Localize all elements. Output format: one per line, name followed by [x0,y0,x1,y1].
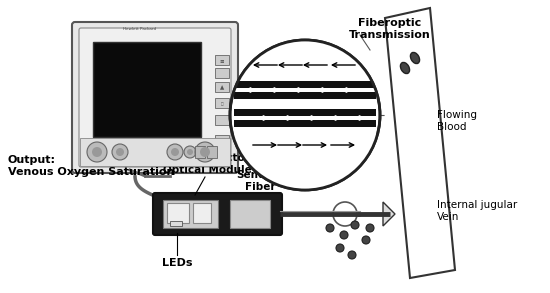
Polygon shape [383,202,395,226]
Circle shape [171,148,179,156]
Bar [234,116,376,120]
Bar [234,109,376,127]
Bar [163,200,218,228]
FancyArrowPatch shape [341,116,364,120]
Text: LEDs: LEDs [162,258,192,268]
FancyArrowPatch shape [318,88,341,92]
Circle shape [340,231,348,239]
FancyArrowPatch shape [303,143,326,147]
Circle shape [187,149,193,155]
FancyArrowPatch shape [342,88,365,92]
Ellipse shape [410,52,420,64]
Text: ≡: ≡ [219,59,224,64]
Bar [234,105,376,111]
FancyArrowPatch shape [293,116,316,120]
Bar [215,152,229,162]
Bar [215,68,229,78]
FancyBboxPatch shape [79,28,231,167]
FancyArrowPatch shape [278,143,301,147]
Bar [234,81,376,99]
Bar [93,42,201,137]
Circle shape [167,144,183,160]
FancyBboxPatch shape [153,193,282,235]
Text: Hewlett Packard: Hewlett Packard [123,27,157,31]
FancyArrowPatch shape [269,116,292,120]
Bar [195,146,205,158]
Circle shape [348,251,356,259]
Text: Flowing
Blood: Flowing Blood [437,110,477,132]
FancyBboxPatch shape [72,22,238,173]
FancyArrowPatch shape [253,143,276,147]
Text: Sending
Fiber: Sending Fiber [236,127,293,192]
Ellipse shape [400,62,410,74]
FancyArrowPatch shape [294,88,317,92]
FancyArrowPatch shape [254,63,277,67]
Bar [207,146,217,158]
Text: Output:
Venous Oxygen Saturation: Output: Venous Oxygen Saturation [8,155,174,177]
Circle shape [362,236,370,244]
FancyArrowPatch shape [246,88,269,92]
Text: ▲: ▲ [220,86,224,91]
Text: Fiberoptic
Transmission: Fiberoptic Transmission [349,18,431,40]
Circle shape [184,146,196,158]
Text: 🔔: 🔔 [221,102,223,106]
FancyArrowPatch shape [279,63,302,67]
Circle shape [200,147,210,157]
Bar [167,203,189,223]
Circle shape [351,221,359,229]
Circle shape [336,244,344,252]
FancyArrowPatch shape [332,63,355,67]
Bar [230,200,270,228]
Circle shape [87,142,107,162]
Circle shape [112,144,128,160]
Circle shape [333,202,357,226]
Bar [170,221,182,226]
FancyArrowPatch shape [271,88,293,92]
Circle shape [92,147,102,157]
Bar [234,127,376,190]
FancyArrowPatch shape [317,116,340,120]
Bar [234,88,376,92]
Text: Photodetector
Optical Module: Photodetector Optical Module [163,154,251,175]
Bar [80,138,230,166]
Circle shape [116,148,124,156]
Bar [215,98,229,108]
Circle shape [366,224,374,232]
Bar [234,109,376,127]
Bar [215,135,229,145]
Circle shape [230,40,380,190]
FancyArrowPatch shape [331,143,354,147]
Bar [193,203,211,223]
Bar [234,40,376,90]
Bar [234,81,376,99]
Bar [215,55,229,65]
Text: Internal jugular
Vein: Internal jugular Vein [437,200,517,222]
FancyArrowPatch shape [245,116,268,120]
FancyArrowPatch shape [304,63,327,67]
Circle shape [195,142,215,162]
Text: Receiving
Fiber: Receiving Fiber [276,48,334,70]
Bar [215,115,229,125]
Polygon shape [385,8,455,278]
Circle shape [326,224,334,232]
Bar [215,82,229,92]
